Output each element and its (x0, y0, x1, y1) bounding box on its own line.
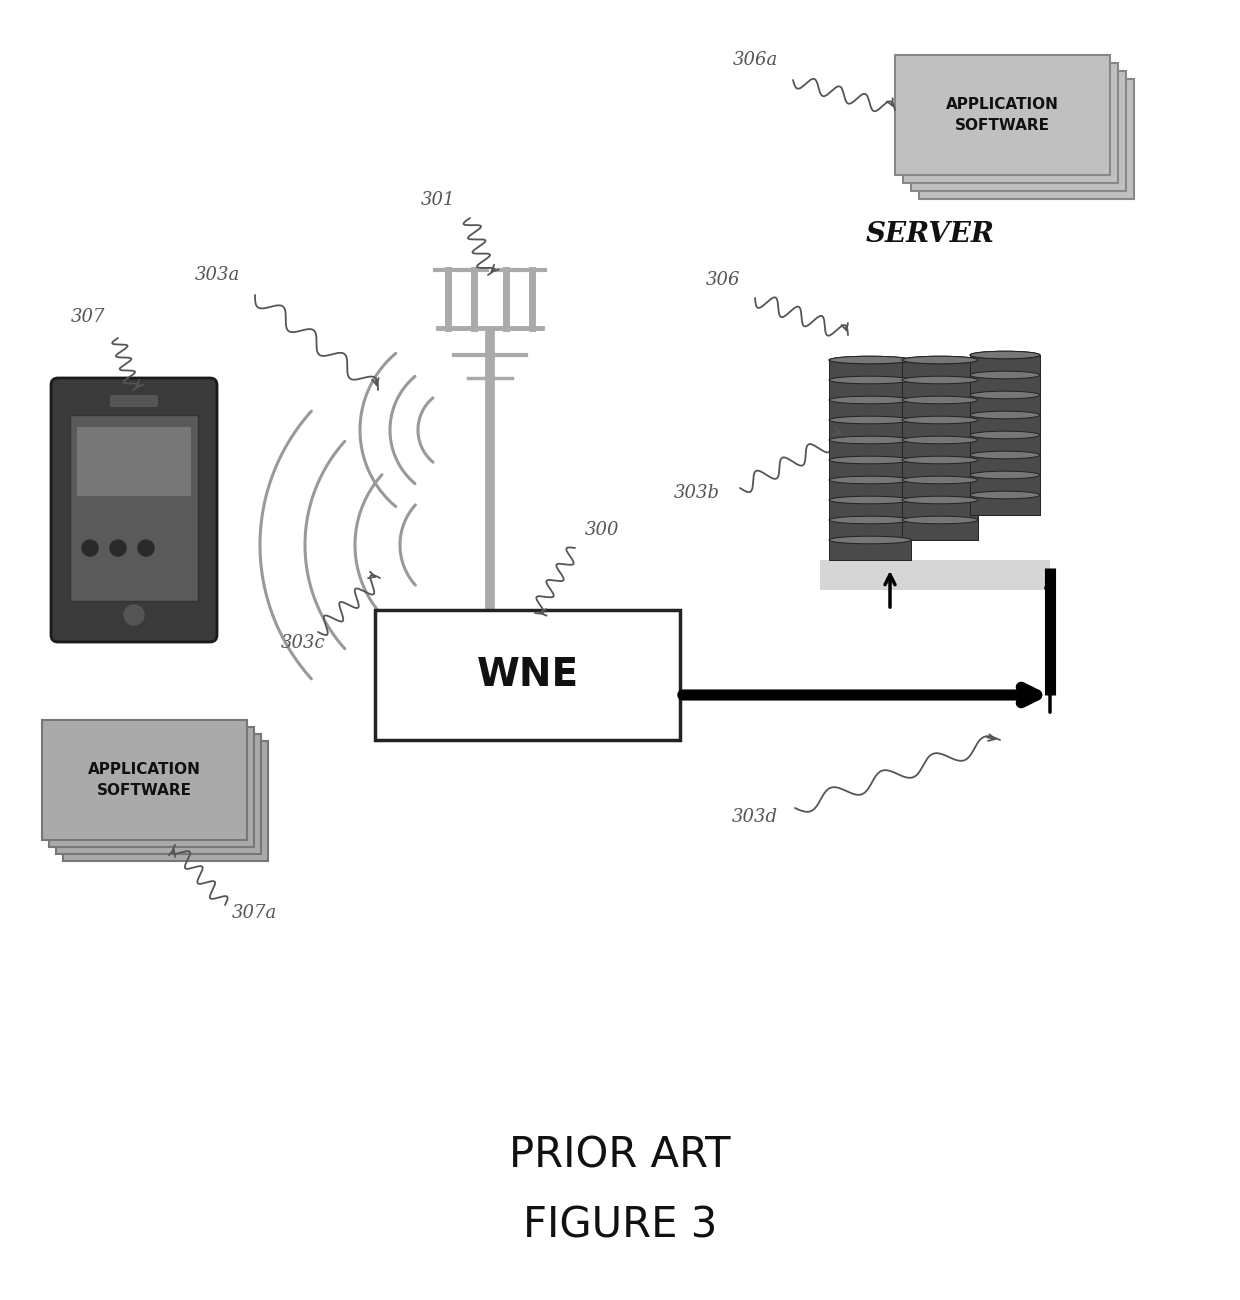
Text: PRIOR ART: PRIOR ART (510, 1134, 730, 1176)
Ellipse shape (830, 376, 911, 384)
FancyBboxPatch shape (69, 415, 198, 601)
Ellipse shape (830, 476, 911, 484)
Ellipse shape (901, 497, 978, 504)
Bar (970, 355, 1040, 374)
Text: APPLICATION
SOFTWARE: APPLICATION SOFTWARE (88, 762, 201, 798)
Text: 303a: 303a (195, 266, 241, 283)
Bar (901, 520, 978, 540)
Bar (970, 436, 1040, 455)
Ellipse shape (970, 451, 1040, 459)
Ellipse shape (901, 437, 978, 443)
Ellipse shape (901, 456, 978, 464)
Text: 303b: 303b (675, 484, 720, 502)
Ellipse shape (970, 411, 1040, 419)
Text: 307a: 307a (232, 903, 278, 922)
Circle shape (138, 540, 154, 556)
Bar (901, 500, 978, 520)
Bar (901, 420, 978, 439)
Text: 306a: 306a (733, 51, 777, 69)
Ellipse shape (830, 396, 911, 404)
Bar (820, 560, 1050, 590)
Ellipse shape (970, 351, 1040, 359)
Text: SERVER: SERVER (866, 221, 994, 248)
FancyBboxPatch shape (63, 741, 268, 861)
Bar (970, 395, 1040, 415)
Ellipse shape (901, 476, 978, 484)
Bar (830, 420, 911, 439)
FancyBboxPatch shape (56, 734, 260, 854)
Bar (901, 439, 978, 460)
Ellipse shape (830, 356, 911, 364)
Ellipse shape (830, 416, 911, 424)
Bar (830, 460, 911, 480)
Bar (970, 474, 1040, 495)
Text: 306: 306 (706, 270, 740, 289)
Bar (901, 480, 978, 500)
Ellipse shape (970, 351, 1040, 359)
Bar (901, 360, 978, 380)
Bar (970, 374, 1040, 395)
Ellipse shape (830, 456, 911, 464)
FancyBboxPatch shape (77, 426, 191, 497)
Ellipse shape (901, 416, 978, 424)
Bar (830, 380, 911, 400)
FancyBboxPatch shape (110, 395, 157, 407)
Bar (830, 400, 911, 420)
Ellipse shape (970, 432, 1040, 439)
Text: 307: 307 (71, 308, 105, 326)
FancyBboxPatch shape (50, 727, 254, 848)
Ellipse shape (970, 491, 1040, 499)
FancyBboxPatch shape (42, 720, 247, 840)
Ellipse shape (901, 396, 978, 404)
Ellipse shape (970, 372, 1040, 378)
Bar (830, 439, 911, 460)
Bar (970, 495, 1040, 515)
Bar (901, 380, 978, 400)
Bar (901, 400, 978, 420)
Ellipse shape (830, 356, 911, 364)
Text: WNE: WNE (476, 656, 579, 694)
Ellipse shape (830, 536, 911, 543)
Bar (830, 500, 911, 520)
Ellipse shape (830, 437, 911, 443)
FancyBboxPatch shape (919, 79, 1135, 199)
Bar (830, 360, 911, 380)
FancyBboxPatch shape (895, 55, 1110, 176)
Ellipse shape (970, 391, 1040, 399)
Text: 303d: 303d (732, 809, 777, 826)
Text: 300: 300 (585, 521, 620, 540)
Ellipse shape (901, 516, 978, 524)
FancyBboxPatch shape (911, 72, 1126, 191)
Ellipse shape (970, 471, 1040, 478)
Bar (830, 520, 911, 540)
Text: FIGURE 3: FIGURE 3 (523, 1204, 717, 1245)
Bar (970, 415, 1040, 436)
Text: 303c: 303c (280, 634, 325, 653)
Bar (970, 455, 1040, 474)
FancyBboxPatch shape (903, 62, 1118, 183)
Circle shape (124, 604, 144, 625)
Bar (901, 460, 978, 480)
Ellipse shape (901, 356, 978, 364)
FancyBboxPatch shape (374, 610, 680, 740)
Ellipse shape (830, 516, 911, 524)
Text: 301: 301 (420, 191, 455, 209)
Bar (830, 540, 911, 560)
Ellipse shape (901, 356, 978, 364)
Circle shape (82, 540, 98, 556)
Ellipse shape (901, 376, 978, 384)
Text: APPLICATION
SOFTWARE: APPLICATION SOFTWARE (946, 98, 1059, 133)
Bar (830, 480, 911, 500)
Ellipse shape (830, 497, 911, 504)
Circle shape (110, 540, 126, 556)
FancyBboxPatch shape (51, 378, 217, 642)
